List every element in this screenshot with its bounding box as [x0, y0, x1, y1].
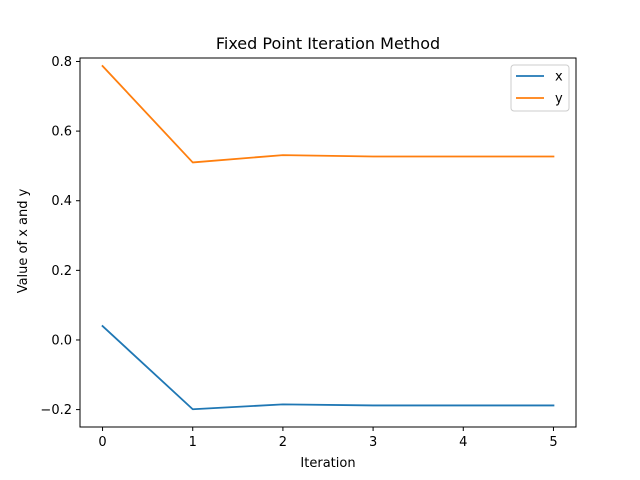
x-tick-label: 4	[459, 435, 467, 450]
x-axis-title: Iteration	[300, 456, 355, 471]
y-tick-label: −0.2	[40, 403, 72, 418]
y-axis-title: Value of x and y	[16, 188, 31, 293]
axes-frame	[79, 57, 577, 428]
y-tick-label: 0.8	[51, 55, 72, 70]
series-line-y	[101, 64, 555, 164]
chart-title: Fixed Point Iteration Method	[216, 34, 440, 53]
y-tick-label: 0.2	[51, 264, 72, 279]
legend-label-y: y	[555, 92, 563, 107]
legend: xy	[510, 64, 570, 112]
axes: 0 1 2 3 4 5 −0.2 0.0 0.2 0.4 0.6 0.8	[40, 55, 577, 450]
y-tick-label: 0.6	[51, 125, 72, 140]
series-line-x	[101, 324, 555, 411]
legend-label-x: x	[555, 70, 563, 85]
x-tick-label: 5	[549, 435, 557, 450]
y-tick-label: 0.4	[51, 194, 72, 209]
x-tick-label: 2	[279, 435, 287, 450]
plot-area	[101, 64, 555, 411]
x-tick-label: 1	[189, 435, 197, 450]
x-tick-label: 3	[369, 435, 377, 450]
y-tick-label: 0.0	[51, 333, 72, 348]
x-tick-label: 0	[98, 435, 106, 450]
